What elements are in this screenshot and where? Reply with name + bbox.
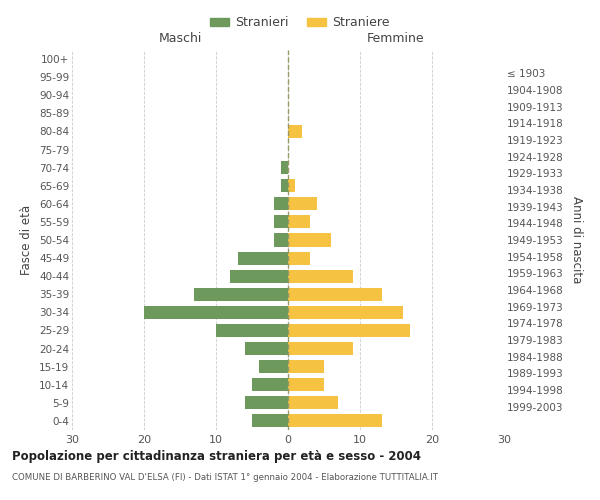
Bar <box>245 342 288 355</box>
Bar <box>274 198 288 210</box>
Legend: Stranieri, Straniere: Stranieri, Straniere <box>205 11 395 34</box>
Text: Popolazione per cittadinanza straniera per età e sesso - 2004: Popolazione per cittadinanza straniera p… <box>12 450 421 463</box>
Bar <box>288 324 410 337</box>
Bar <box>288 378 324 392</box>
Bar <box>288 179 295 192</box>
Bar <box>281 161 288 174</box>
Bar <box>288 414 382 428</box>
Bar <box>288 396 338 409</box>
Bar <box>288 234 331 246</box>
Bar <box>288 125 302 138</box>
Bar <box>274 216 288 228</box>
Bar <box>259 360 288 373</box>
Bar <box>288 270 353 282</box>
Bar <box>245 396 288 409</box>
Bar <box>216 324 288 337</box>
Bar <box>288 360 324 373</box>
Bar <box>230 270 288 282</box>
Bar <box>144 306 288 319</box>
Bar <box>194 288 288 301</box>
Bar <box>288 198 317 210</box>
Bar <box>288 342 353 355</box>
Bar <box>252 378 288 392</box>
Bar <box>274 234 288 246</box>
Bar <box>238 252 288 264</box>
Bar <box>288 288 382 301</box>
Y-axis label: Anni di nascita: Anni di nascita <box>570 196 583 284</box>
Bar <box>288 216 310 228</box>
Text: Maschi: Maschi <box>158 32 202 44</box>
Bar <box>252 414 288 428</box>
Y-axis label: Fasce di età: Fasce di età <box>20 205 34 275</box>
Text: COMUNE DI BARBERINO VAL D'ELSA (FI) - Dati ISTAT 1° gennaio 2004 - Elaborazione : COMUNE DI BARBERINO VAL D'ELSA (FI) - Da… <box>12 472 438 482</box>
Text: Femmine: Femmine <box>367 32 425 44</box>
Bar <box>281 179 288 192</box>
Bar <box>288 252 310 264</box>
Bar <box>288 306 403 319</box>
